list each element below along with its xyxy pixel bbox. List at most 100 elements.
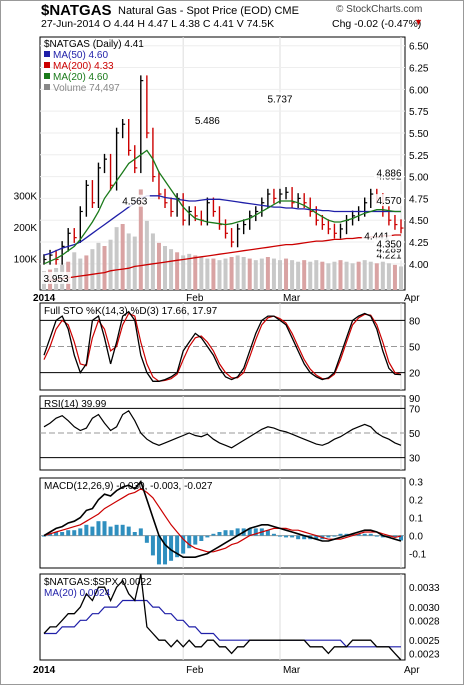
volume-bar xyxy=(241,257,246,290)
volume-bar xyxy=(175,252,180,290)
annotation-bg xyxy=(119,194,150,207)
ma50-line xyxy=(43,195,401,256)
macd-histogram-bar xyxy=(223,530,228,536)
volume-bar xyxy=(350,263,355,290)
price-legend-entry: Volume 74,497 xyxy=(53,83,120,94)
price-panel xyxy=(39,36,406,291)
volume-bar xyxy=(138,189,143,290)
macd-histogram-bar xyxy=(66,530,71,536)
volume-bar xyxy=(386,263,391,290)
price-legend-entry: MA(50) 4.60 xyxy=(53,50,108,61)
volume-tick-label: 300K xyxy=(14,192,38,203)
macd-histogram-bar xyxy=(193,535,198,545)
macd-histogram-bar xyxy=(284,535,289,538)
volume-bar xyxy=(217,260,222,290)
price-tick-label: 6.00 xyxy=(409,85,429,96)
volume-bar xyxy=(399,266,403,290)
macd-histogram-bar xyxy=(277,535,282,537)
macd-histogram-bar xyxy=(235,528,240,536)
macd-legend: MACD(12,26,9) -0.030, -0.003, -0.027 xyxy=(44,481,213,492)
volume-bar xyxy=(326,263,331,290)
ratio-x-axis-label: Mar xyxy=(283,665,301,676)
volume-bar xyxy=(187,253,192,290)
rsi-line xyxy=(43,409,402,449)
brand-watermark: © StockCharts.com xyxy=(336,4,423,15)
macd-tick-label: 0.0 xyxy=(409,532,423,543)
macd-histogram-bar xyxy=(332,535,337,537)
macd-histogram-bar xyxy=(84,524,89,536)
macd-histogram-bar xyxy=(108,526,113,536)
legend-swatch xyxy=(44,84,50,90)
volume-bar xyxy=(284,258,289,290)
x-axis-label: 2014 xyxy=(33,293,56,304)
macd-histogram-bar xyxy=(72,530,77,536)
volume-bar xyxy=(344,261,349,290)
ratio-tick-label: 0.0023 xyxy=(409,649,440,660)
macd-histogram-bar xyxy=(247,528,252,536)
instrument-name: Natural Gas - Spot Price (EOD) CME xyxy=(118,5,299,17)
macd-tick-label: 0.2 xyxy=(409,496,423,507)
ratio-x-axis-label: 2014 xyxy=(33,665,56,676)
macd-histogram-bar xyxy=(368,533,373,536)
volume-bar xyxy=(374,263,379,290)
volume-bar xyxy=(308,261,313,290)
macd-histogram-bar xyxy=(265,530,270,536)
volume-bar xyxy=(108,239,113,290)
rsi-tick-label: 90 xyxy=(409,394,421,405)
legend-swatch xyxy=(44,51,50,57)
macd-histogram-bar xyxy=(54,532,59,536)
volume-bar xyxy=(338,260,343,290)
macd-histogram-bar xyxy=(217,532,222,536)
volume-bar xyxy=(144,220,149,290)
volume-bar xyxy=(320,261,325,290)
macd-histogram-bar xyxy=(169,535,174,561)
macd-histogram-bar xyxy=(253,528,258,536)
volume-bar xyxy=(265,257,270,290)
macd-histogram-bar xyxy=(386,535,391,538)
ratio-legend: $NATGAS:$SPX 0.0022 xyxy=(44,577,152,588)
ratio-legend-entry: MA(20) 0.0024 xyxy=(44,588,111,599)
volume-bar xyxy=(169,249,174,290)
legend-swatch xyxy=(44,73,50,79)
macd-histogram-bar xyxy=(156,535,161,565)
annotation-bg xyxy=(374,194,404,207)
macd-histogram-bar xyxy=(344,533,349,536)
macd-histogram-bar xyxy=(60,532,65,536)
volume-bar xyxy=(120,224,125,290)
price-legend-title: $NATGAS (Daily) 4.41 xyxy=(44,39,144,50)
price-tick-label: 4.00 xyxy=(409,260,429,271)
volume-bar xyxy=(90,249,95,290)
volume-bar xyxy=(229,257,234,290)
macd-histogram-bar xyxy=(175,535,180,558)
volume-bar xyxy=(114,227,119,290)
macd-histogram-bar xyxy=(290,535,295,538)
macd-histogram-bar xyxy=(205,535,210,538)
price-annotation: 4.563 xyxy=(122,197,147,208)
price-annotation: 4.441 xyxy=(364,231,389,242)
price-tick-label: 4.75 xyxy=(409,194,429,205)
macd-histogram-bar xyxy=(187,535,192,549)
rsi-tick-label: 30 xyxy=(409,454,421,465)
price-tick-label: 4.50 xyxy=(409,216,429,227)
ratio-x-axis-label: Feb xyxy=(186,665,204,676)
macd-tick-label: 0.1 xyxy=(409,514,423,525)
symbol-title: $NATGAS xyxy=(41,2,112,19)
macd-histogram-bar xyxy=(356,533,361,536)
macd-histogram-bar xyxy=(374,535,379,537)
macd-histogram-bar xyxy=(48,533,53,536)
stochastic-tick-label: 20 xyxy=(409,369,421,380)
volume-bar xyxy=(126,233,131,290)
volume-bar xyxy=(259,258,264,290)
annotation-bg xyxy=(192,114,223,127)
macd-histogram-bar xyxy=(126,526,131,536)
volume-bar xyxy=(96,242,101,290)
volume-bar xyxy=(156,242,161,290)
price-annotation: 3.953 xyxy=(43,274,68,285)
stochastic-tick-label: 50 xyxy=(409,343,421,354)
volume-bar xyxy=(290,260,295,290)
macd-line xyxy=(43,479,402,559)
stochastic-legend: Full STO %K(14,3) %D(3) 17.66, 17.97 xyxy=(44,306,218,317)
volume-bar xyxy=(296,261,301,290)
macd-histogram-bar xyxy=(150,535,155,556)
price-tick-label: 4.25 xyxy=(409,238,429,249)
